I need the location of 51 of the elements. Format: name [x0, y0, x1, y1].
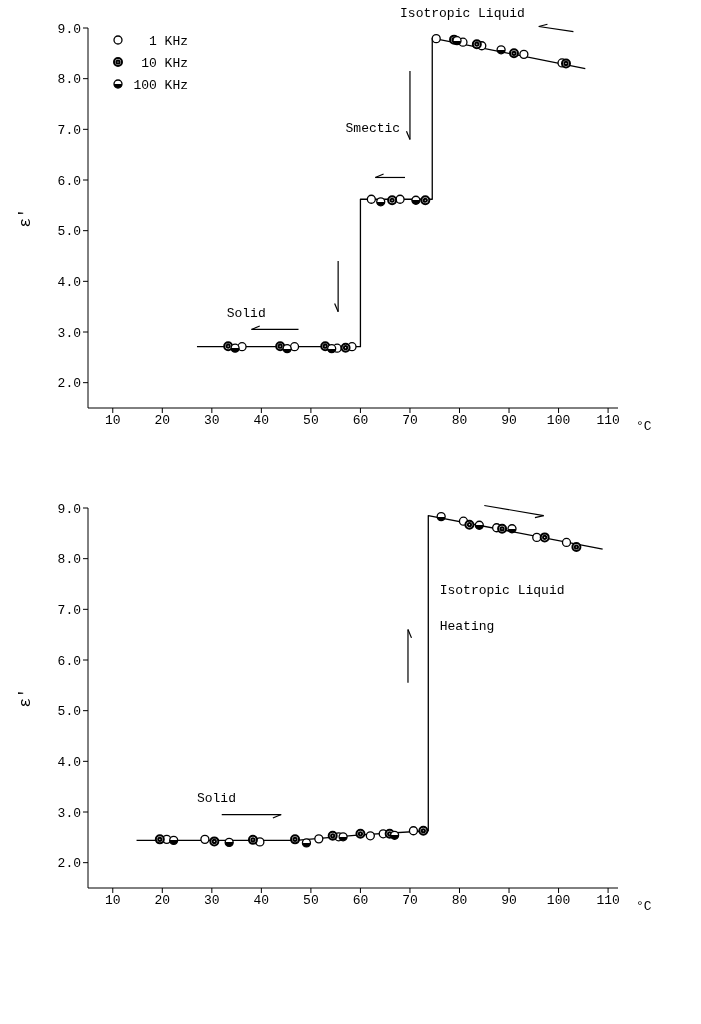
y-tick-label: 6.0	[57, 653, 81, 669]
x-tick-label: 110	[596, 893, 620, 909]
x-tick-label: 70	[402, 413, 418, 429]
x-tick-label: 50	[303, 413, 319, 429]
x-tick-label: 100	[546, 413, 571, 429]
x-tick-label: 40	[253, 413, 270, 429]
x-tick-label: 110	[596, 413, 620, 429]
x-axis-title: °C	[636, 899, 652, 914]
x-tick-label: 10	[104, 893, 121, 909]
y-tick-label: 7.0	[57, 122, 81, 138]
x-tick-label: 40	[253, 893, 270, 909]
x-tick-label: 90	[501, 413, 517, 429]
legend-label: 10 KHz	[141, 56, 188, 71]
y-tick-label: 8.0	[57, 72, 81, 88]
x-tick-label: 20	[154, 893, 171, 909]
y-tick-label: 5.0	[57, 704, 81, 720]
x-tick-label: 80	[451, 893, 468, 909]
x-tick-label: 70	[402, 893, 418, 909]
y-tick-label: 6.0	[57, 173, 81, 189]
y-tick-label: 5.0	[57, 224, 81, 240]
annotation: Solid	[226, 305, 266, 321]
y-tick-label: 4.0	[57, 754, 81, 770]
annotation: Smectic	[345, 120, 401, 136]
y-tick-label: 9.0	[57, 501, 81, 517]
x-tick-label: 20	[154, 413, 171, 429]
legend-label: 100 KHz	[133, 78, 188, 93]
x-tick-label: 60	[352, 413, 369, 429]
x-axis-title: °C	[636, 419, 652, 434]
x-tick-label: 60	[352, 893, 369, 909]
y-tick-label: 7.0	[57, 602, 81, 618]
y-axis-title: ε′	[17, 208, 35, 228]
y-axis-title: ε′	[17, 688, 35, 708]
annotation: Heating	[439, 618, 495, 634]
x-tick-label: 80	[451, 413, 468, 429]
x-tick-label: 30	[204, 413, 220, 429]
annotation: Solid	[196, 790, 236, 806]
y-tick-label: 4.0	[57, 274, 81, 290]
y-tick-label: 9.0	[57, 21, 81, 37]
y-tick-label: 2.0	[57, 856, 81, 872]
y-tick-label: 3.0	[57, 805, 81, 821]
x-tick-label: 30	[204, 893, 220, 909]
annotation: Isotropic Liquid	[439, 583, 565, 599]
y-tick-label: 3.0	[57, 325, 81, 341]
legend-label: 1 KHz	[148, 34, 188, 49]
x-tick-label: 100	[546, 893, 571, 909]
text: Isotropic Liquid	[400, 5, 525, 21]
y-tick-label: 8.0	[57, 552, 81, 568]
x-tick-label: 90	[501, 893, 517, 909]
x-tick-label: 50	[303, 893, 319, 909]
x-tick-label: 10	[104, 413, 121, 429]
y-tick-label: 2.0	[57, 376, 81, 392]
